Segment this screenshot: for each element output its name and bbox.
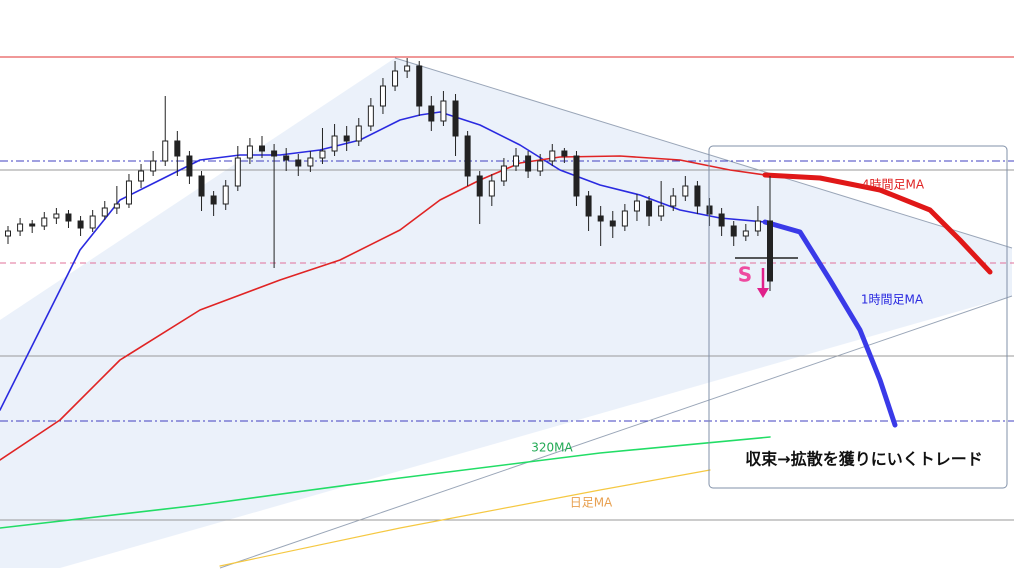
candle-body <box>730 225 737 237</box>
candle-body <box>537 160 544 172</box>
candle-body <box>416 65 423 107</box>
candle-body <box>573 155 580 197</box>
candle-body <box>706 205 713 215</box>
candle-body <box>271 150 278 157</box>
candle-body <box>561 150 568 157</box>
candle-body <box>234 157 241 187</box>
candle-body <box>174 140 181 157</box>
ma-line <box>0 155 766 461</box>
candle-body <box>210 195 217 205</box>
candle-body <box>633 200 640 212</box>
candle-body <box>77 220 84 229</box>
candles <box>5 58 773 291</box>
candle-body <box>646 200 653 217</box>
candle-body <box>476 175 483 197</box>
highlight-box <box>708 145 1008 489</box>
candle-body <box>488 180 495 197</box>
candle-body <box>355 125 362 142</box>
ma-line <box>762 172 993 275</box>
candle-body <box>428 105 435 122</box>
candle-body <box>379 85 386 107</box>
candle-body <box>525 155 532 172</box>
candle-body <box>404 65 411 72</box>
candle-body <box>585 195 592 217</box>
candle-body <box>53 213 60 219</box>
ma-line <box>0 436 771 529</box>
series-label: 320MA <box>531 441 573 455</box>
candle-body <box>549 150 556 162</box>
ma-lines <box>0 111 993 567</box>
candle-body <box>29 223 36 227</box>
signal-label: S <box>738 263 752 287</box>
ma-line <box>0 111 766 411</box>
candle-body <box>307 157 314 167</box>
candle-body <box>283 155 290 161</box>
candle-body <box>295 159 302 167</box>
candle-body <box>367 105 374 127</box>
series-label: 4時間足MA <box>862 178 925 192</box>
candle-body <box>609 220 616 227</box>
candle-body <box>259 145 265 152</box>
candle-body <box>17 223 24 232</box>
candle-body <box>682 185 689 197</box>
candle-body <box>101 207 108 217</box>
ma-line <box>762 219 898 428</box>
candle-body <box>754 220 761 232</box>
ma-line <box>219 469 711 567</box>
candle-body <box>138 170 145 182</box>
candle-body <box>694 185 701 207</box>
series-label: 1時間足MA <box>861 293 924 307</box>
candle-body <box>125 180 132 205</box>
candle-body <box>246 145 253 159</box>
candle-body <box>392 70 399 87</box>
levels <box>0 56 1014 521</box>
series-label: 日足MA <box>570 496 613 510</box>
candle-body <box>319 150 326 159</box>
candle-body <box>452 100 459 137</box>
candle-body <box>621 210 628 227</box>
candle-body <box>162 140 169 162</box>
candle-body <box>222 185 229 205</box>
candle-body <box>742 230 749 237</box>
triangle-area <box>0 58 1012 568</box>
candle-body <box>343 135 350 142</box>
candle-body <box>767 220 773 282</box>
candle-body <box>198 175 205 197</box>
candle-body <box>500 165 507 182</box>
candle-body <box>41 217 48 227</box>
candle-body <box>186 155 193 177</box>
candle-body <box>331 135 338 152</box>
triangle-lower-line <box>219 295 1013 569</box>
candle-body <box>718 213 725 227</box>
candle-body <box>464 135 471 177</box>
candle-body <box>513 155 519 167</box>
candle-body <box>670 195 677 207</box>
caption: 収束→拡散を獲りにいくトレード <box>745 450 982 469</box>
candle-body <box>89 215 96 229</box>
candle-body <box>440 100 447 122</box>
candle-body <box>150 160 157 172</box>
candle-body <box>65 213 72 222</box>
candle-body <box>658 205 665 217</box>
candle-body <box>597 215 604 222</box>
arrow-head <box>757 288 769 298</box>
candle-body <box>5 230 11 237</box>
candle-body <box>113 203 120 209</box>
triangle-upper-line <box>394 57 1013 249</box>
